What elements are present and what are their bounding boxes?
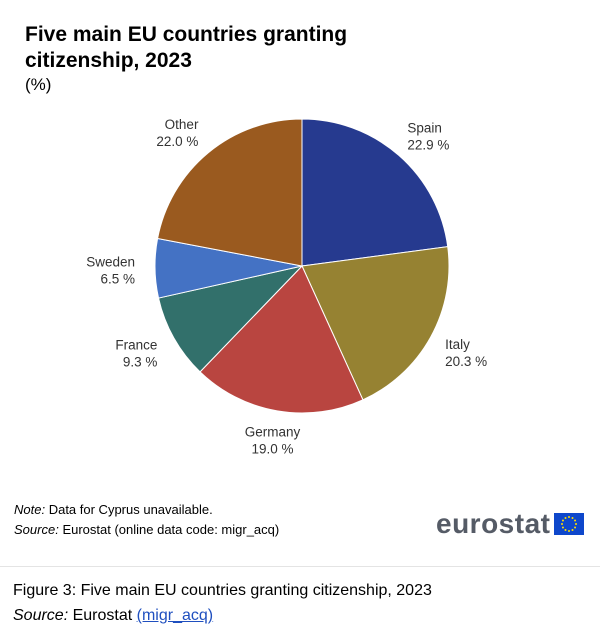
slice-label-other: Other [165, 117, 199, 132]
eu-flag-star [574, 519, 577, 522]
divider [0, 566, 600, 567]
slice-value-spain: 22.9 % [407, 137, 449, 152]
pie-slice-italy [301, 246, 450, 401]
caption-source-label: Source: [13, 607, 69, 624]
pie-slice-france [157, 265, 304, 373]
eu-flag-star [571, 529, 574, 532]
footnotes: Note: Data for Cyprus unavailable. Sourc… [14, 500, 279, 540]
pie-slice-spain [301, 118, 449, 267]
note-line: Note: Data for Cyprus unavailable. [14, 500, 279, 520]
slice-label-italy: Italy [445, 337, 470, 352]
slice-label-france: France [115, 338, 157, 353]
eurostat-logo-text: eurostat [436, 508, 551, 539]
slice-value-france: 9.3 % [123, 355, 158, 370]
slice-value-other: 22.0 % [156, 134, 198, 149]
pie-chart: Spain 22.9 % Italy 20.3 % Germany 19.0 % Franc… [86, 117, 487, 456]
eu-flag-star [568, 516, 571, 518]
chart-unit: (%) [25, 75, 52, 94]
note-label: Note: [14, 502, 46, 517]
figure-caption: Figure 3: Five main EU countries grantin… [13, 582, 432, 599]
slice-label-germany: Germany [245, 424, 301, 439]
caption-source: Source: Eurostat (migr_acq) [13, 607, 213, 625]
eu-flag-star [575, 523, 578, 525]
source-line: Source: Eurostat (online data code: migr… [14, 520, 279, 540]
eu-flag-star [571, 516, 574, 519]
chart-title: Five main EU countries granting citizens… [25, 23, 348, 72]
eu-flag-background [554, 513, 585, 535]
eu-flag-star [568, 530, 571, 532]
eu-flag-star [561, 523, 564, 525]
caption-source-text: Eurostat [72, 607, 133, 624]
eu-flag-star [562, 519, 565, 522]
source-link[interactable]: (migr_acq) [136, 607, 214, 624]
eu-flag-star [574, 526, 577, 529]
slice-value-sweden: 6.5 % [100, 272, 135, 287]
slice-label-sweden: Sweden [86, 255, 135, 270]
eurostat-logo: eurostat [436, 508, 585, 539]
note-text: Data for Cyprus unavailable. [48, 502, 213, 517]
source-label: Source: [14, 522, 59, 537]
slice-value-germany: 19.0 % [251, 441, 293, 456]
source-text: Eurostat (online data code: migr_acq) [62, 522, 280, 537]
pie-slice-germany [199, 265, 364, 414]
slice-label-spain: Spain [407, 120, 442, 135]
slice-value-italy: 20.3 % [445, 354, 487, 369]
eu-flag-icon [554, 513, 585, 535]
pie-slice-other [157, 118, 303, 267]
eu-flag-star [564, 516, 567, 519]
eu-flag-star [562, 526, 565, 529]
eu-flag-star [564, 529, 567, 532]
